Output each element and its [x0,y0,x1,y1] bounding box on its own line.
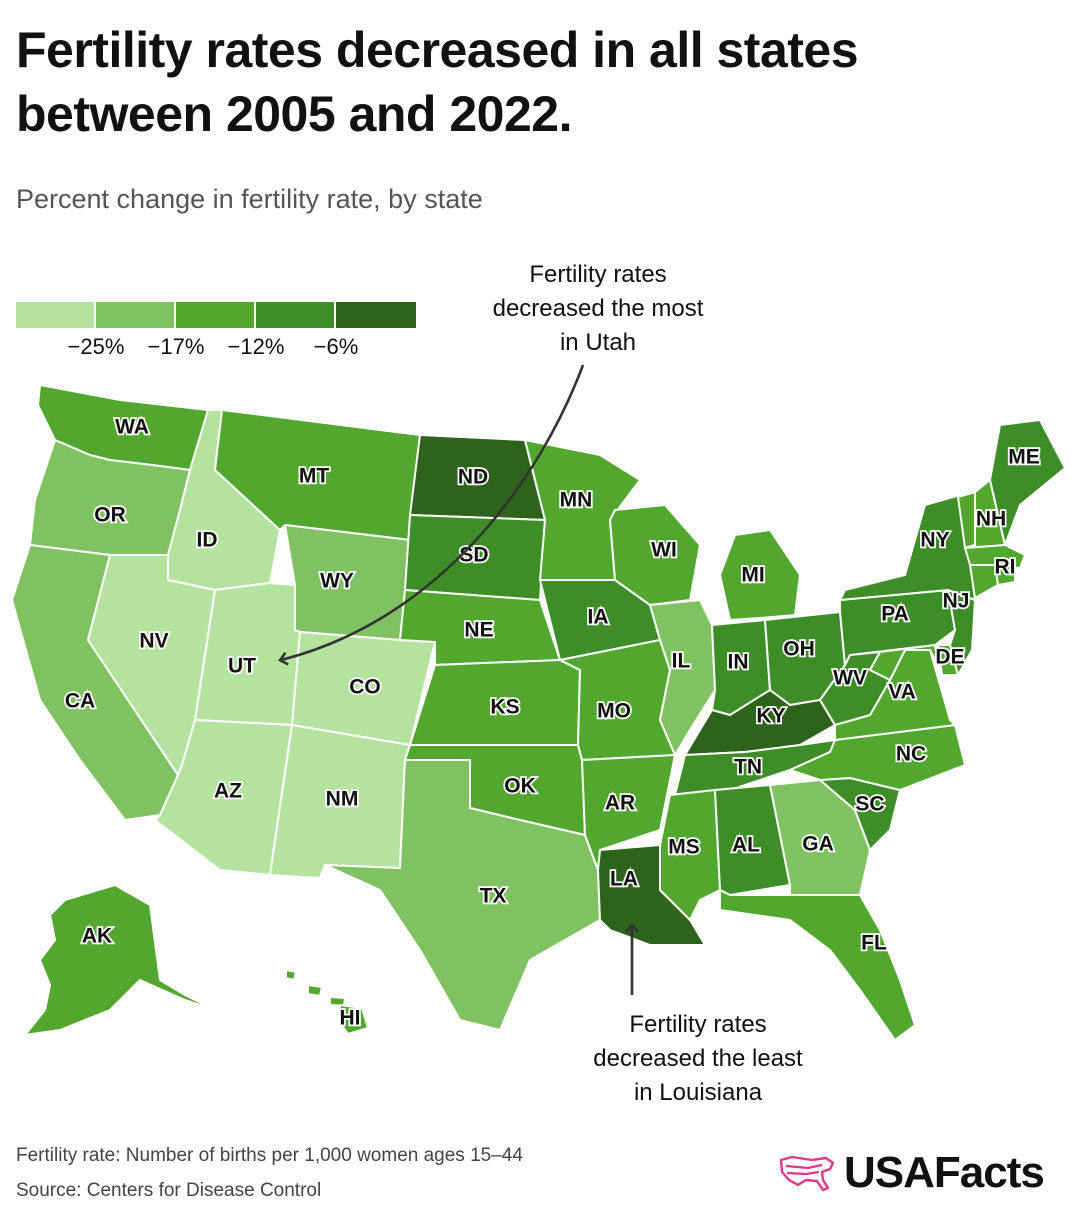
state-label-DE: DE [935,646,964,669]
state-label-ME: ME [1008,446,1040,469]
brand-name: USAFacts [844,1148,1045,1197]
state-label-SC: SC [855,793,884,816]
legend-tick-label: −25% [67,334,125,359]
state-label-NM: NM [326,788,359,811]
state-AK [24,884,216,1036]
state-FL [719,889,916,1041]
state-MA [964,544,1026,569]
state-label-TX: TX [480,885,507,908]
annotation-line: in Utah [559,329,637,356]
state-label-NJ: NJ [943,590,970,613]
state-label-MO: MO [597,700,631,723]
louisiana-annotation: Fertility rates decreased the least in L… [548,1008,848,1110]
legend-tick-label: −6% [313,334,359,359]
state-label-IN: IN [728,651,749,674]
state-label-ND: ND [458,466,488,489]
state-label-MT: MT [299,465,329,488]
legend-tick-label: −17% [147,334,205,359]
state-label-TN: TN [734,756,762,779]
state-MD [869,644,939,681]
state-TX [324,759,601,1031]
legend-swatch-5 [336,302,416,328]
legend-bar [16,302,416,328]
chart-title: Fertility rates decreased in all states … [16,22,859,142]
us-map-logo-icon [779,1155,835,1192]
state-label-IL: IL [672,650,691,673]
state-label-NC: NC [896,743,926,766]
state-label-CA: CA [65,690,95,713]
state-label-AZ: AZ [214,780,242,803]
state-label-HI: HI [340,1007,361,1030]
state-label-OK: OK [504,775,536,798]
state-RI [994,564,1016,586]
state-label-MS: MS [668,836,700,859]
usafacts-logo: USAFacts [778,1148,1045,1198]
legend-labels: −25% −17% −12% −6% [16,328,416,362]
state-label-MI: MI [741,564,764,587]
legend-swatch-3 [176,302,256,328]
state-ME [989,419,1066,546]
state-label-SD: SD [459,544,488,567]
state-label-KS: KS [490,696,519,719]
state-label-AL: AL [732,834,760,857]
state-AL [714,784,791,896]
annotation-line: decreased the least [593,1045,803,1072]
state-label-GA: GA [802,833,834,856]
state-label-OH: OH [783,638,815,661]
footnote: Fertility rate: Number of births per 1,0… [16,1145,523,1166]
state-NY [839,494,976,601]
source-note: Source: Centers for Disease Control [16,1180,322,1201]
state-label-AR: AR [605,792,635,815]
legend-swatch-1 [16,302,96,328]
state-label-WA: WA [115,416,149,439]
state-label-VA: VA [888,681,916,704]
state-label-AK: AK [82,925,112,948]
utah-annotation: Fertility rates decreased the most in Ut… [448,258,748,360]
annotation-arrows [278,364,639,995]
legend-swatch-2 [96,302,176,328]
utah-arrow [278,364,585,666]
chart-subtitle: Percent change in fertility rate, by sta… [16,184,483,214]
state-label-FL: FL [861,932,887,955]
annotation-line: in Louisiana [633,1079,763,1106]
state-label-NE: NE [464,619,493,642]
state-label-LA: LA [610,868,638,891]
annotation-line: Fertility rates [629,1011,767,1038]
color-legend: −25% −17% −12% −6% [16,302,416,362]
legend-swatch-4 [256,302,336,328]
state-MI [719,529,801,621]
state-label-CO: CO [349,676,381,699]
state-label-NH: NH [976,508,1006,531]
state-CO [291,631,436,746]
states-layer [11,384,1066,1041]
state-NC [789,724,966,791]
state-HI [285,969,369,1035]
state-label-ID: ID [197,529,218,552]
annotation-line: decreased the most [492,295,704,322]
state-IL [649,599,716,756]
state-label-NV: NV [139,630,168,653]
state-label-IA: IA [588,606,609,629]
legend-tick-label: −12% [227,334,285,359]
state-label-OR: OR [94,504,126,527]
state-label-WV: WV [833,667,867,690]
state-label-WY: WY [320,570,354,593]
state-label-RI: RI [995,556,1016,579]
state-label-WI: WI [651,539,677,562]
annotation-line: Fertility rates [529,261,667,288]
state-label-MN: MN [560,489,593,512]
state-labels: WA OR CA ID NV UT AZ MT WY CO NM ND SD N… [63,414,1041,1032]
state-label-NY: NY [920,529,949,552]
state-label-UT: UT [228,655,256,678]
state-label-PA: PA [881,603,909,626]
state-label-KY: KY [756,705,785,728]
